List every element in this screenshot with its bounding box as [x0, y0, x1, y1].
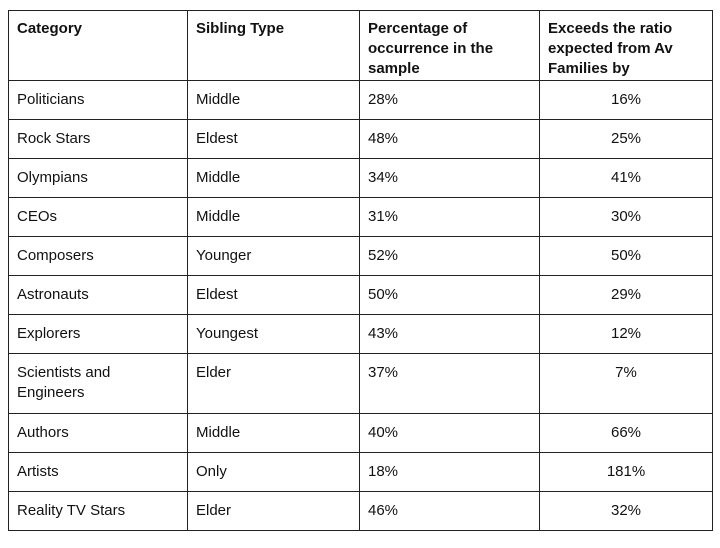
- cell-sibling-type: Younger: [187, 236, 360, 276]
- cell-sibling-type: Elder: [187, 353, 360, 414]
- cell-category: Explorers: [8, 314, 188, 354]
- cell-category: Rock Stars: [8, 119, 188, 159]
- cell-percentage: 31%: [359, 197, 540, 237]
- cell-sibling-type: Eldest: [187, 275, 360, 315]
- cell-exceeds: 41%: [539, 158, 713, 198]
- cell-percentage: 43%: [359, 314, 540, 354]
- table-row: Reality TV Stars Elder 46% 32%: [8, 491, 713, 531]
- cell-category: Composers: [8, 236, 188, 276]
- cell-sibling-type: Only: [187, 452, 360, 492]
- cell-sibling-type: Eldest: [187, 119, 360, 159]
- table-row: Explorers Youngest 43% 12%: [8, 314, 713, 354]
- cell-category: Politicians: [8, 80, 188, 120]
- cell-exceeds: 66%: [539, 413, 713, 453]
- table-row: CEOs Middle 31% 30%: [8, 197, 713, 237]
- table-row: Astronauts Eldest 50% 29%: [8, 275, 713, 315]
- cell-exceeds: 7%: [539, 353, 713, 414]
- cell-exceeds: 25%: [539, 119, 713, 159]
- cell-percentage: 46%: [359, 491, 540, 531]
- header-exceeds: Exceeds the ratio expected from Av Famil…: [539, 10, 713, 81]
- table-body: Politicians Middle 28% 16% Rock Stars Eldest 4…: [8, 80, 713, 531]
- cell-sibling-type: Middle: [187, 80, 360, 120]
- cell-category: Artists: [8, 452, 188, 492]
- cell-percentage: 37%: [359, 353, 540, 414]
- cell-percentage: 18%: [359, 452, 540, 492]
- cell-exceeds: 181%: [539, 452, 713, 492]
- table-row: Politicians Middle 28% 16%: [8, 80, 713, 120]
- table-row: Olympians Middle 34% 41%: [8, 158, 713, 198]
- cell-percentage: 52%: [359, 236, 540, 276]
- header-sibling-type: Sibling Type: [187, 10, 360, 81]
- cell-percentage: 28%: [359, 80, 540, 120]
- cell-exceeds: 12%: [539, 314, 713, 354]
- cell-sibling-type: Middle: [187, 413, 360, 453]
- cell-sibling-type: Middle: [187, 197, 360, 237]
- cell-exceeds: 32%: [539, 491, 713, 531]
- cell-category: Astronauts: [8, 275, 188, 315]
- cell-sibling-type: Middle: [187, 158, 360, 198]
- cell-exceeds: 30%: [539, 197, 713, 237]
- cell-category: CEOs: [8, 197, 188, 237]
- cell-sibling-type: Elder: [187, 491, 360, 531]
- cell-category: Reality TV Stars: [8, 491, 188, 531]
- table-row: Composers Younger 52% 50%: [8, 236, 713, 276]
- cell-percentage: 40%: [359, 413, 540, 453]
- header-row: Category Sibling Type Percentage of occu…: [8, 10, 713, 81]
- cell-exceeds: 50%: [539, 236, 713, 276]
- table-row: Scientists and Engineers Elder 37% 7%: [8, 353, 713, 414]
- table-row: Rock Stars Eldest 48% 25%: [8, 119, 713, 159]
- cell-category: Olympians: [8, 158, 188, 198]
- cell-percentage: 34%: [359, 158, 540, 198]
- cell-exceeds: 16%: [539, 80, 713, 120]
- cell-sibling-type: Youngest: [187, 314, 360, 354]
- table-row: Artists Only 18% 181%: [8, 452, 713, 492]
- sibling-table: Category Sibling Type Percentage of occu…: [8, 10, 713, 531]
- cell-category: Authors: [8, 413, 188, 453]
- cell-category: Scientists and Engineers: [8, 353, 188, 414]
- cell-percentage: 50%: [359, 275, 540, 315]
- cell-exceeds: 29%: [539, 275, 713, 315]
- header-percentage: Percentage of occurrence in the sample: [359, 10, 540, 81]
- header-category: Category: [8, 10, 188, 81]
- table-row: Authors Middle 40% 66%: [8, 413, 713, 453]
- cell-percentage: 48%: [359, 119, 540, 159]
- sibling-table-container: Category Sibling Type Percentage of occu…: [8, 10, 713, 538]
